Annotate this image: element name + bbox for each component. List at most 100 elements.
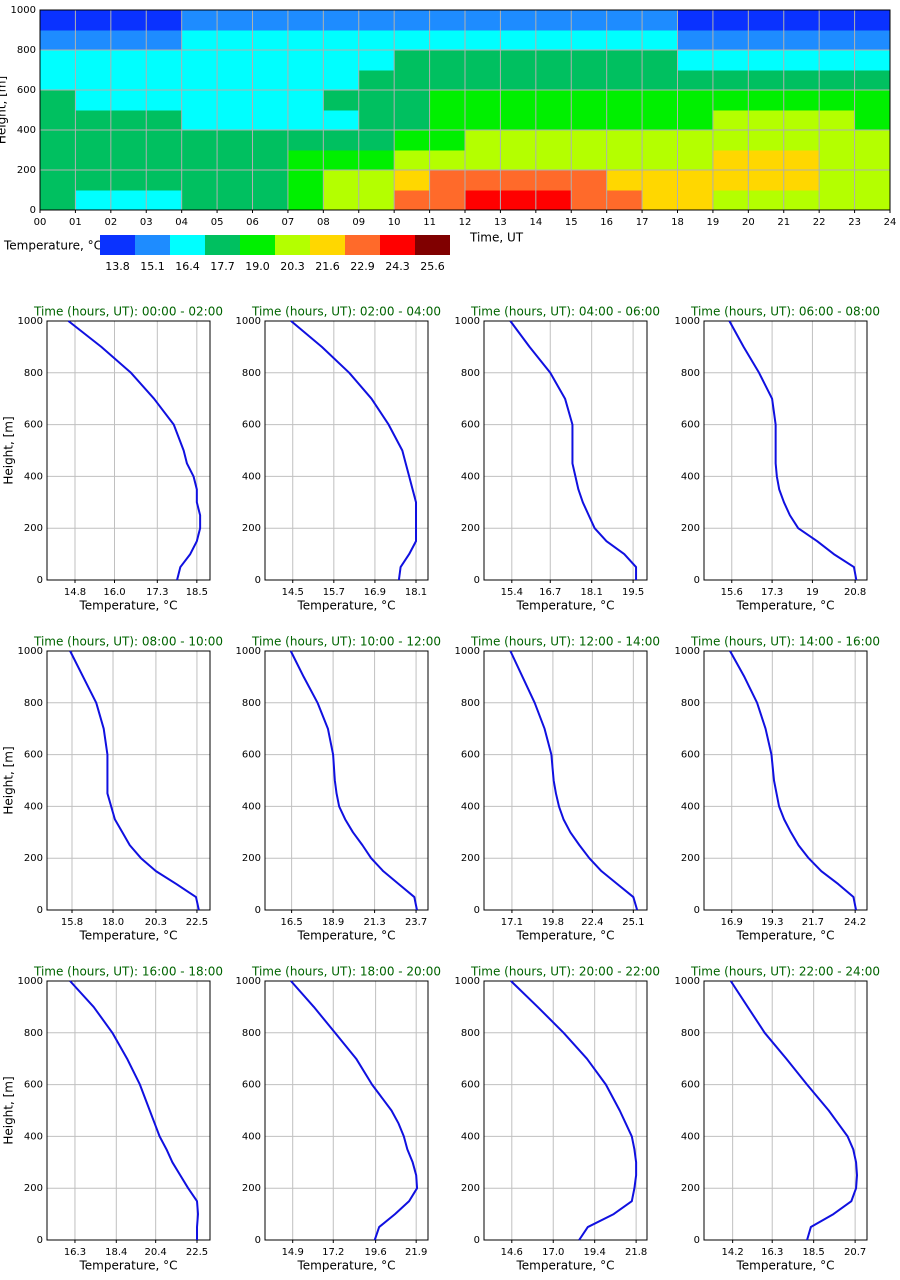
- y-tick-label: 600: [461, 1080, 480, 1091]
- heat-cell: [75, 110, 112, 131]
- y-tick-label: 0: [694, 905, 700, 916]
- y-tick-label: 800: [461, 368, 480, 379]
- heat-cell: [783, 10, 820, 31]
- heat-cell: [819, 170, 856, 191]
- y-tick-label: 600: [24, 420, 43, 431]
- heat-cell: [819, 10, 856, 31]
- y-tick-label: 400: [461, 471, 480, 482]
- heat-cell: [287, 110, 324, 131]
- y-tick-label: 1000: [236, 316, 261, 327]
- heat-cell: [40, 30, 76, 51]
- x-tick-label: 14.6: [501, 1247, 523, 1258]
- x-tick-label: 07: [282, 217, 295, 228]
- heat-cell: [358, 70, 395, 91]
- y-tick-label: 1000: [18, 646, 43, 657]
- x-axis-label: Temperature, °C: [735, 929, 834, 943]
- heat-cell: [783, 70, 820, 91]
- x-tick-label: 21.8: [625, 1247, 647, 1258]
- x-tick-label: 14.5: [282, 587, 304, 598]
- x-tick-label: 18: [671, 217, 684, 228]
- x-tick-label: 20.7: [844, 1247, 866, 1258]
- heat-cell: [783, 130, 820, 151]
- heat-cell: [287, 130, 324, 151]
- y-tick-label: 1000: [455, 316, 480, 327]
- y-tick-label: 0: [694, 575, 700, 586]
- x-tick-label: 17: [636, 217, 649, 228]
- plot-frame: [483, 650, 648, 911]
- heat-cell: [75, 90, 112, 111]
- x-tick-label: 19.3: [761, 917, 783, 928]
- heat-cell: [429, 190, 466, 211]
- x-tick-label: 14.9: [282, 1247, 304, 1258]
- heat-cell: [358, 10, 395, 31]
- y-tick-label: 0: [255, 575, 261, 586]
- y-tick-label: 200: [461, 1183, 480, 1194]
- y-tick-label: 0: [37, 575, 43, 586]
- heat-cell: [323, 30, 360, 51]
- profile-line: [289, 650, 418, 911]
- heat-cell: [358, 170, 395, 191]
- heat-cell: [606, 90, 643, 111]
- x-tick-label: 09: [352, 217, 365, 228]
- y-tick-label: 400: [17, 125, 36, 136]
- heat-cell: [146, 70, 183, 91]
- chart-title: Time (hours, UT): 16:00 - 18:00: [33, 965, 223, 979]
- heat-cell: [571, 10, 608, 31]
- heat-cell: [287, 70, 324, 91]
- y-tick-label: 800: [461, 1028, 480, 1039]
- y-tick-label: 1000: [11, 5, 36, 16]
- y-tick-label: 200: [24, 1183, 43, 1194]
- y-tick-label: 0: [37, 905, 43, 916]
- heat-cell: [677, 90, 714, 111]
- y-tick-label: 200: [242, 853, 261, 864]
- x-tick-label: 08: [317, 217, 330, 228]
- heat-cell: [854, 90, 891, 111]
- colorbar-swatch: [310, 235, 345, 255]
- heat-cell: [287, 150, 324, 171]
- heat-cell: [571, 170, 608, 191]
- x-tick-label: 15.6: [721, 587, 743, 598]
- x-axis-label: Temperature, °C: [515, 599, 614, 613]
- heat-cell: [465, 150, 501, 171]
- y-axis-label: Height, [m]: [2, 416, 16, 484]
- x-tick-label: 17.2: [322, 1247, 344, 1258]
- colorbar-swatch: [205, 235, 240, 255]
- y-tick-label: 200: [681, 523, 700, 534]
- x-axis-label: Time, UT: [469, 231, 524, 245]
- x-tick-label: 22.5: [186, 1247, 208, 1258]
- x-tick-label: 24.2: [844, 917, 866, 928]
- heat-cell: [40, 130, 76, 151]
- heat-cell: [535, 110, 572, 131]
- x-tick-label: 22.5: [186, 917, 208, 928]
- heat-cell: [642, 110, 678, 131]
- heat-cell: [677, 110, 714, 131]
- heat-cell: [217, 10, 253, 31]
- x-tick-label: 20: [742, 217, 755, 228]
- profile-line: [510, 980, 638, 1241]
- heat-cell: [358, 90, 395, 111]
- heat-cell: [75, 170, 112, 191]
- heat-cell: [252, 110, 289, 131]
- x-tick-label: 14.8: [64, 587, 86, 598]
- x-tick-label: 16.5: [280, 917, 302, 928]
- x-tick-label: 25.1: [622, 917, 644, 928]
- heat-cell: [571, 70, 608, 91]
- x-tick-label: 00: [34, 217, 47, 228]
- x-tick-label: 18.5: [803, 1247, 825, 1258]
- heat-cell: [252, 70, 289, 91]
- heat-cell: [323, 110, 360, 131]
- heat-cell: [854, 130, 891, 151]
- plot-frame: [264, 980, 429, 1241]
- chart-title: Time (hours, UT): 18:00 - 20:00: [251, 965, 441, 979]
- heat-cell: [819, 50, 856, 71]
- heat-cell: [535, 150, 572, 171]
- y-tick-label: 800: [461, 698, 480, 709]
- plot-frame: [46, 650, 211, 911]
- heat-cell: [465, 50, 501, 71]
- plot-frame: [483, 320, 648, 581]
- plot-frame: [46, 980, 211, 1241]
- heat-cell: [146, 170, 183, 191]
- y-tick-label: 800: [24, 698, 43, 709]
- heat-cell: [748, 110, 785, 131]
